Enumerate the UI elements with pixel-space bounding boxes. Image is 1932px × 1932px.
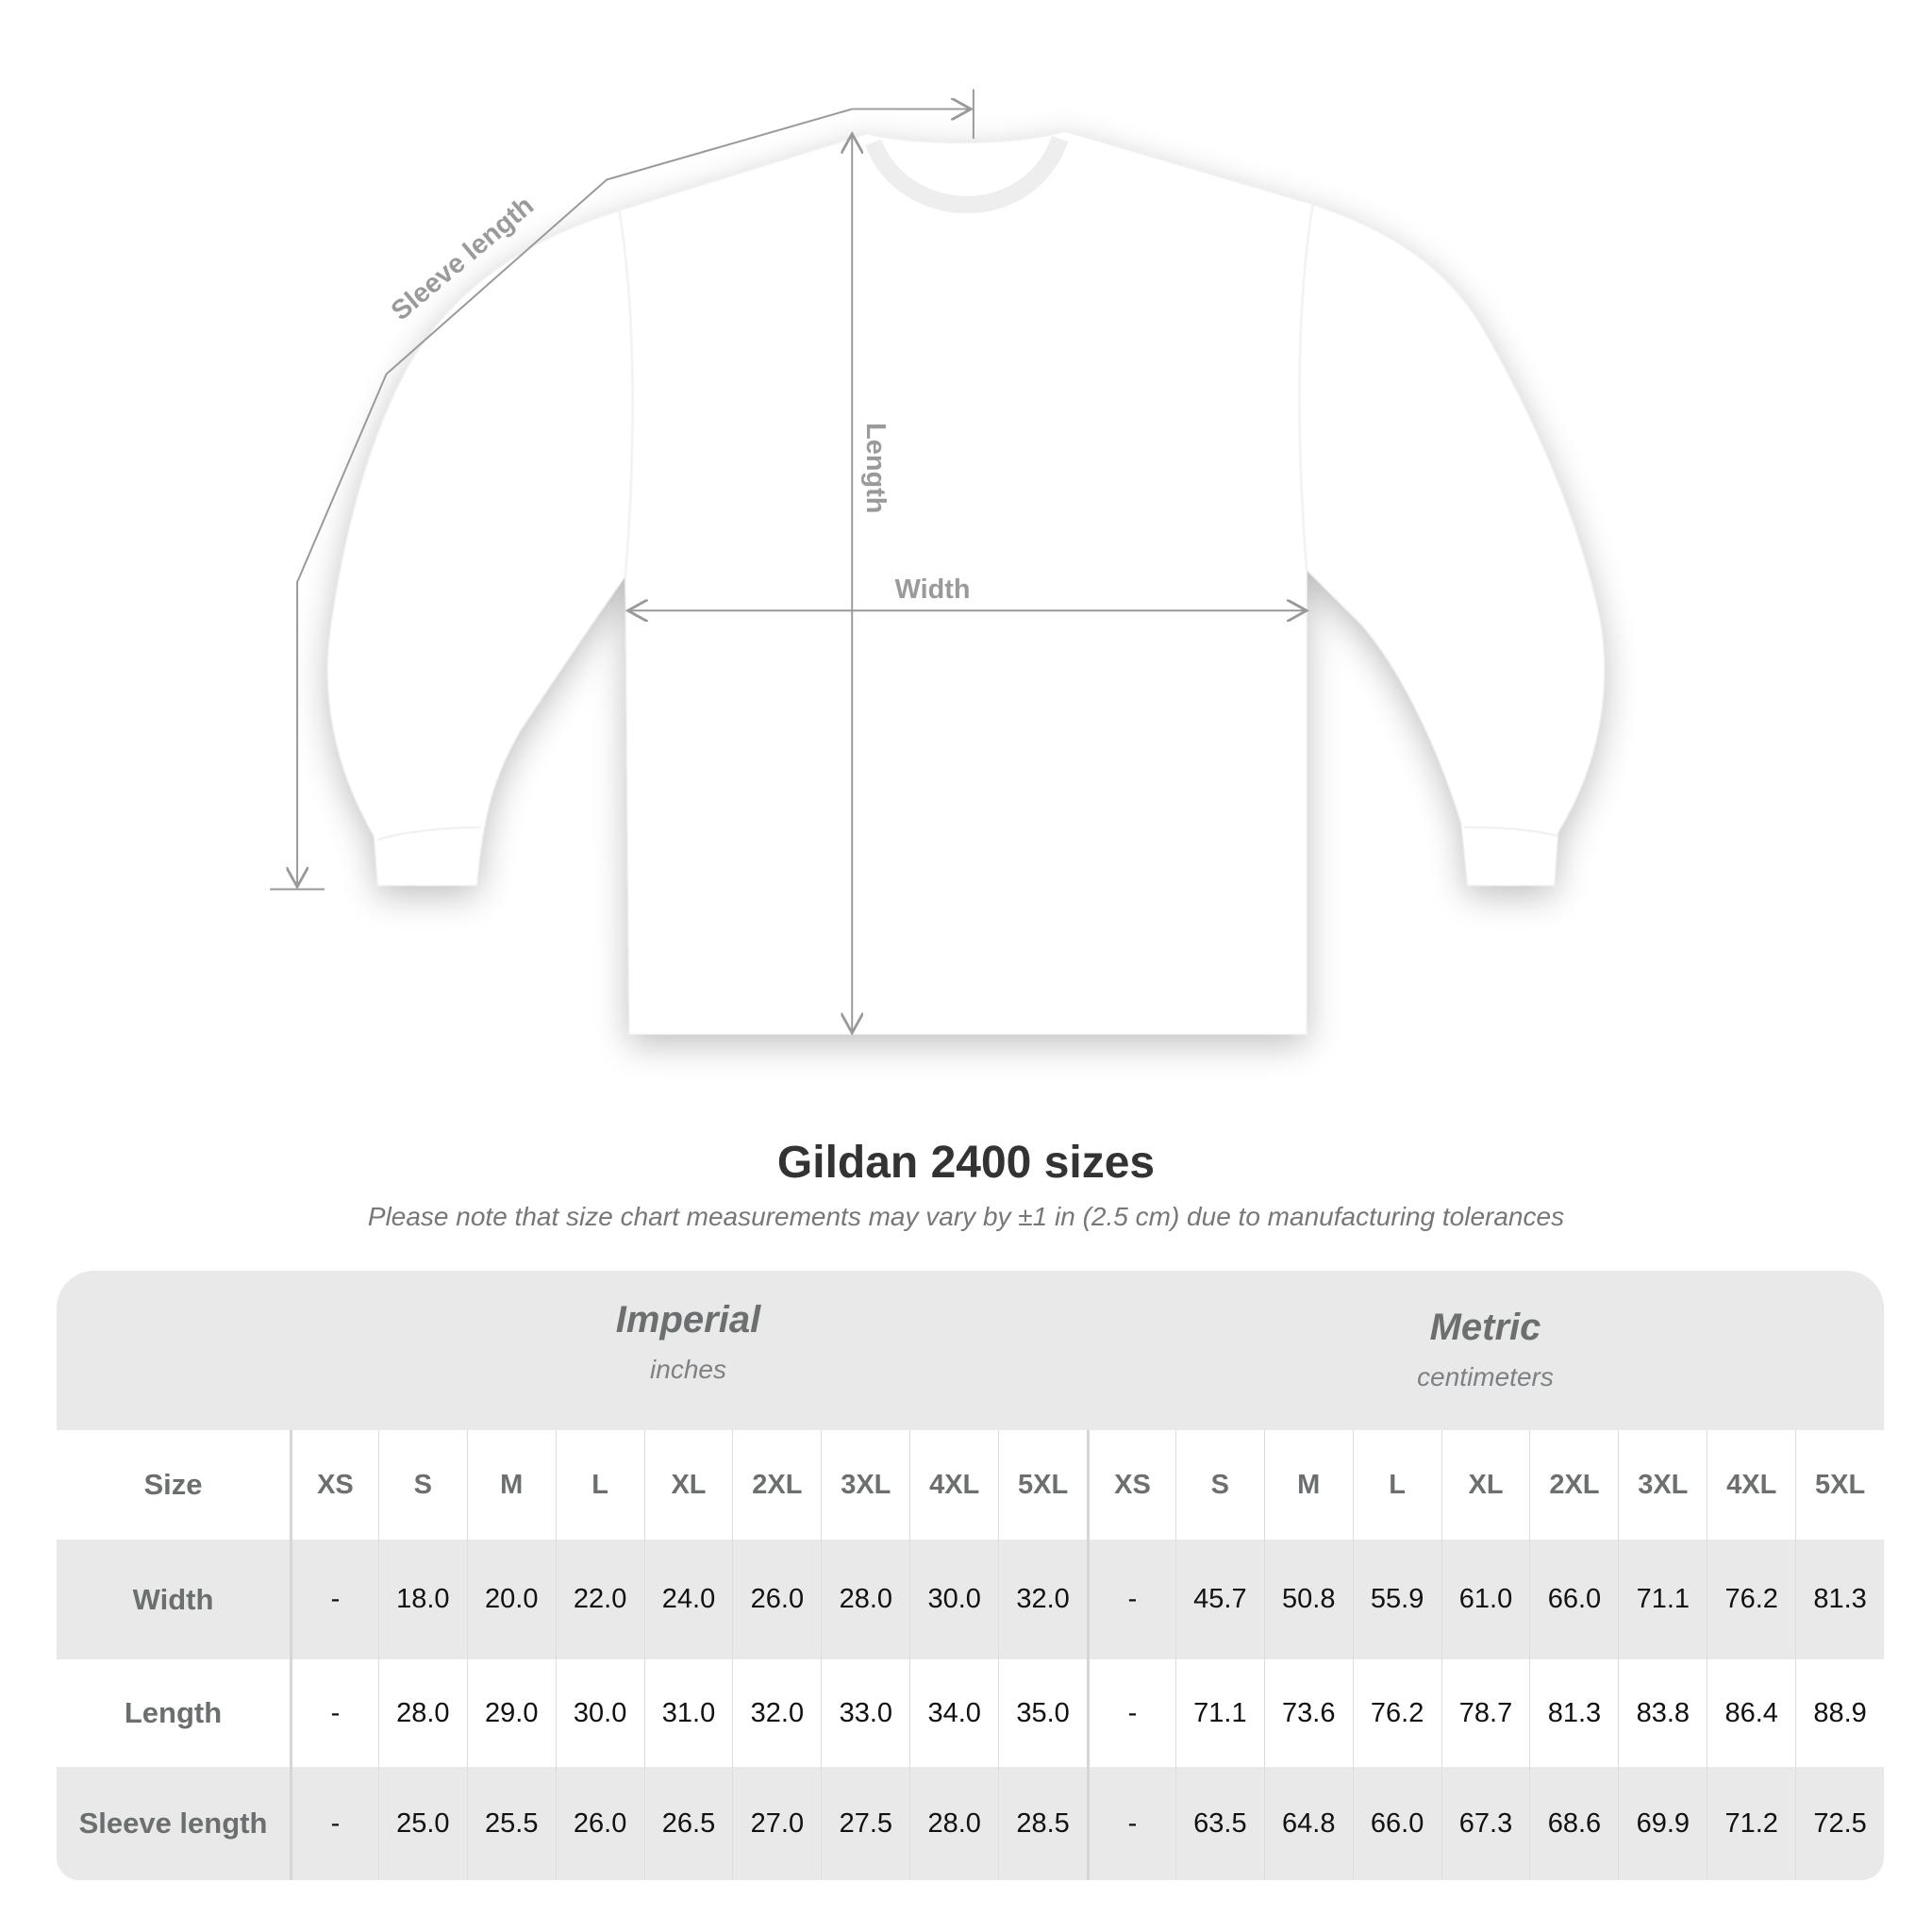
- metric-header: Metric centimeters: [1087, 1307, 1884, 1392]
- shirt-measurement-diagram: Sleeve length Length Width: [270, 89, 1606, 1132]
- imperial-value-cell: 28.5: [998, 1767, 1087, 1880]
- metric-size-header: 5XL: [1795, 1430, 1884, 1540]
- imperial-size-header: 3XL: [821, 1430, 909, 1540]
- metric-size-header: L: [1352, 1430, 1441, 1540]
- imperial-value-cell: 20.0: [466, 1540, 556, 1659]
- table-row: Length -28.0 29.0 30.0 31.0 32.0 33.0 34.0 35.0-…: [57, 1659, 1884, 1767]
- imperial-value-cell: -: [290, 1540, 378, 1659]
- imperial-value-cell: 29.0: [466, 1659, 556, 1767]
- metric-value-cell: 67.3: [1441, 1767, 1530, 1880]
- metric-value-cell: 68.6: [1529, 1767, 1618, 1880]
- metric-title: Metric: [1429, 1307, 1541, 1348]
- row-label: Width: [132, 1582, 214, 1616]
- measurement-lines: [270, 89, 1307, 1033]
- imperial-value-cell: 22.0: [555, 1540, 644, 1659]
- metric-value-cell: 66.0: [1529, 1540, 1618, 1659]
- metric-size-header: 4XL: [1707, 1430, 1795, 1540]
- imperial-value-cell: 26.0: [555, 1767, 644, 1880]
- metric-value-cell: -: [1087, 1659, 1175, 1767]
- imperial-value-cell: 27.0: [732, 1767, 821, 1880]
- metric-value-cell: 71.2: [1707, 1767, 1795, 1880]
- length-label: Length: [860, 423, 891, 513]
- metric-size-header: XS: [1087, 1430, 1175, 1540]
- metric-size-header: S: [1174, 1430, 1264, 1540]
- imperial-value-cell: 27.5: [821, 1767, 909, 1880]
- metric-value-cell: 66.0: [1352, 1767, 1441, 1880]
- imperial-value-cell: 28.0: [909, 1767, 998, 1880]
- size-label: Size: [143, 1468, 203, 1501]
- imperial-size-header: L: [555, 1430, 644, 1540]
- long-sleeve-shirt: [326, 130, 1606, 1035]
- table-row: Sleeve length -25.0 25.5 26.0 26.5 27.0 27.5 28…: [57, 1767, 1884, 1880]
- imperial-header: Imperial inches: [290, 1299, 1087, 1385]
- metric-unit: centimeters: [1417, 1362, 1554, 1391]
- imperial-size-header: XL: [643, 1430, 733, 1540]
- metric-value-cell: 64.8: [1263, 1767, 1353, 1880]
- sleeve-length-line: [297, 108, 853, 887]
- metric-size-header: 3XL: [1618, 1430, 1707, 1540]
- imperial-value-cell: 28.0: [377, 1659, 467, 1767]
- imperial-value-cell: -: [290, 1659, 378, 1767]
- row-label: Sleeve length: [78, 1807, 268, 1840]
- size-table: Imperial inches Metric centimeters Size X…: [57, 1271, 1884, 1880]
- imperial-size-header: M: [466, 1430, 556, 1540]
- metric-value-cell: 81.3: [1795, 1540, 1884, 1659]
- page-title: Gildan 2400 sizes: [776, 1138, 1156, 1188]
- collar: [864, 135, 1069, 214]
- imperial-unit: inches: [650, 1355, 726, 1384]
- imperial-value-cell: 24.0: [643, 1540, 733, 1659]
- metric-value-cell: 72.5: [1795, 1767, 1884, 1880]
- imperial-value-cell: 25.5: [466, 1767, 556, 1880]
- imperial-value-cell: 30.0: [909, 1540, 998, 1659]
- imperial-value-cell: 26.0: [732, 1540, 821, 1659]
- imperial-value-cell: 32.0: [998, 1540, 1087, 1659]
- metric-value-cell: 69.9: [1618, 1767, 1707, 1880]
- metric-size-header: 2XL: [1529, 1430, 1618, 1540]
- imperial-size-header: S: [377, 1430, 467, 1540]
- metric-value-cell: -: [1087, 1767, 1175, 1880]
- tolerance-note: Please note that size chart measurements…: [367, 1202, 1565, 1231]
- metric-size-header: M: [1263, 1430, 1353, 1540]
- metric-value-cell: 86.4: [1707, 1659, 1795, 1767]
- imperial-value-cell: 35.0: [998, 1659, 1087, 1767]
- metric-value-cell: 50.8: [1263, 1540, 1353, 1659]
- imperial-size-header: 4XL: [909, 1430, 998, 1540]
- table-row: Width -18.0 20.0 22.0 24.0 26.0 28.0 30.0 32.0-4…: [57, 1540, 1884, 1659]
- metric-value-cell: 88.9: [1795, 1659, 1884, 1767]
- metric-value-cell: 76.2: [1352, 1659, 1441, 1767]
- metric-size-header: XL: [1441, 1430, 1530, 1540]
- metric-value-cell: 73.6: [1263, 1659, 1353, 1767]
- imperial-title: Imperial: [615, 1299, 761, 1341]
- metric-value-cell: 76.2: [1707, 1540, 1795, 1659]
- metric-value-cell: 81.3: [1529, 1659, 1618, 1767]
- metric-value-cell: 45.7: [1174, 1540, 1264, 1659]
- imperial-size-header: XS: [290, 1430, 378, 1540]
- imperial-value-cell: 32.0: [732, 1659, 821, 1767]
- metric-value-cell: 55.9: [1352, 1540, 1441, 1659]
- imperial-value-cell: 18.0: [377, 1540, 467, 1659]
- imperial-value-cell: 34.0: [909, 1659, 998, 1767]
- imperial-size-header: 2XL: [732, 1430, 821, 1540]
- imperial-value-cell: 31.0: [643, 1659, 733, 1767]
- metric-value-cell: 83.8: [1618, 1659, 1707, 1767]
- units-header: Imperial inches Metric centimeters: [57, 1271, 1884, 1430]
- metric-value-cell: 71.1: [1618, 1540, 1707, 1659]
- metric-value-cell: 78.7: [1441, 1659, 1530, 1767]
- imperial-value-cell: 28.0: [821, 1540, 909, 1659]
- imperial-value-cell: -: [290, 1767, 378, 1880]
- metric-value-cell: 71.1: [1174, 1659, 1264, 1767]
- imperial-value-cell: 25.0: [377, 1767, 467, 1880]
- imperial-size-header: 5XL: [998, 1430, 1087, 1540]
- metric-value-cell: -: [1087, 1540, 1175, 1659]
- width-label: Width: [895, 575, 971, 605]
- imperial-value-cell: 30.0: [555, 1659, 644, 1767]
- metric-value-cell: 61.0: [1441, 1540, 1530, 1659]
- imperial-value-cell: 33.0: [821, 1659, 909, 1767]
- size-header-row: Size XS S M L XL 2XL 3XL 4XL 5XL XS S M L XL 2XL 3XL 4XL 5…: [57, 1430, 1884, 1540]
- imperial-value-cell: 26.5: [643, 1767, 733, 1880]
- row-label: Length: [124, 1696, 223, 1729]
- metric-value-cell: 63.5: [1174, 1767, 1264, 1880]
